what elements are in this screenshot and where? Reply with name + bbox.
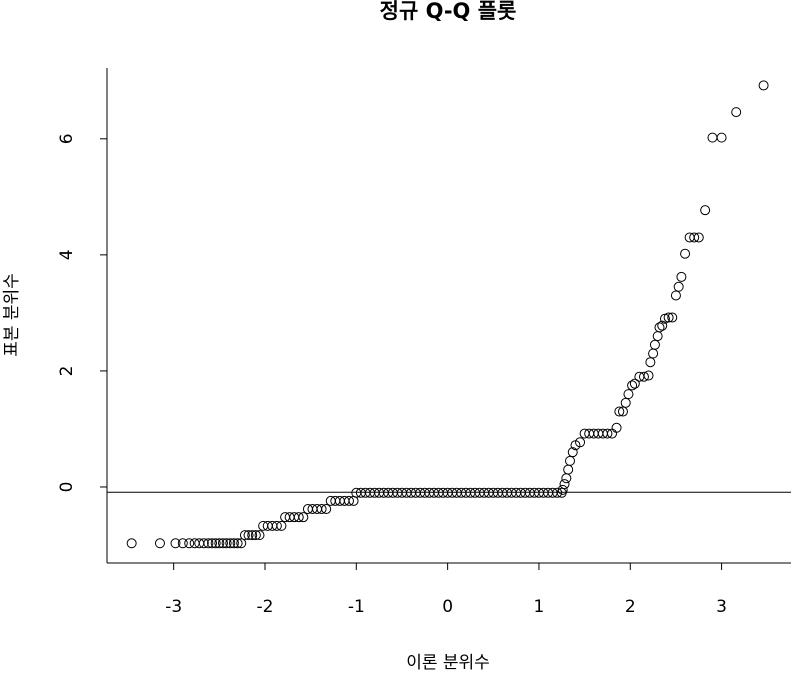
point	[627, 380, 638, 391]
point	[214, 538, 225, 549]
point	[623, 389, 634, 400]
point	[617, 406, 628, 417]
x-tick-label: 3	[716, 597, 727, 617]
point	[298, 512, 309, 523]
point	[758, 80, 769, 91]
point	[667, 312, 678, 323]
x-axis-label: 이론 분위수	[406, 653, 490, 673]
point	[239, 530, 250, 541]
point	[657, 320, 668, 331]
x-tick-label: 0	[442, 597, 453, 617]
point	[210, 538, 221, 549]
point	[321, 504, 332, 515]
y-tick-label: 0	[57, 482, 77, 493]
point	[602, 428, 613, 439]
point	[648, 348, 659, 359]
point	[207, 538, 218, 549]
point	[670, 290, 681, 301]
point	[228, 538, 239, 549]
point	[203, 538, 214, 549]
point	[673, 281, 684, 292]
x-tick-label: -2	[257, 597, 274, 617]
point	[731, 107, 742, 118]
point	[126, 538, 137, 549]
point	[217, 538, 228, 549]
point	[232, 538, 243, 549]
point	[243, 530, 254, 541]
point	[250, 530, 261, 541]
point	[567, 447, 578, 458]
y-tick-label: 2	[57, 366, 77, 377]
point	[707, 132, 718, 143]
point	[254, 530, 265, 541]
point	[716, 132, 727, 143]
point	[561, 473, 572, 484]
point	[643, 370, 654, 381]
point	[563, 464, 574, 475]
point	[271, 520, 282, 531]
point	[154, 538, 165, 549]
point	[680, 248, 691, 259]
point	[620, 397, 631, 408]
point	[663, 312, 674, 323]
point	[225, 538, 236, 549]
x-tick-label: 1	[534, 597, 545, 617]
point	[316, 504, 327, 515]
point	[689, 232, 700, 243]
point	[693, 232, 704, 243]
point	[652, 331, 663, 342]
point	[638, 371, 649, 382]
x-tick-label: -1	[348, 597, 365, 617]
point	[184, 538, 195, 549]
point	[614, 406, 625, 417]
point	[236, 538, 247, 549]
point	[198, 538, 209, 549]
point	[565, 455, 576, 466]
point	[654, 322, 665, 333]
point	[645, 357, 656, 368]
chart-title: 정규 Q-Q 플롯	[380, 0, 517, 23]
point	[629, 378, 640, 389]
point	[293, 512, 304, 523]
point	[557, 484, 568, 495]
x-tick-label: -3	[165, 597, 182, 617]
point	[649, 339, 660, 350]
point	[344, 495, 355, 506]
point	[276, 520, 287, 531]
point	[170, 538, 181, 549]
point	[559, 479, 570, 490]
y-tick-label: 4	[57, 249, 77, 260]
y-axis-label: 표본 분위수	[2, 273, 22, 357]
point	[676, 271, 687, 282]
point	[552, 487, 563, 498]
y-tick-label: 6	[57, 133, 77, 144]
point	[221, 538, 232, 549]
point	[575, 437, 586, 448]
point	[177, 538, 188, 549]
point	[700, 205, 711, 216]
x-tick-label: 2	[625, 597, 636, 617]
point	[247, 530, 258, 541]
point	[611, 422, 622, 433]
